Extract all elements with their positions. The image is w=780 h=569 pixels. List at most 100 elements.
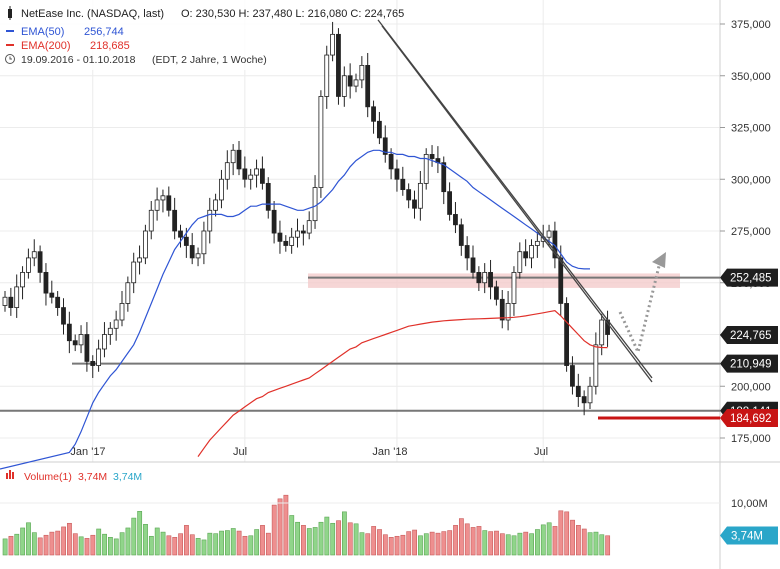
volume-bar — [418, 535, 423, 556]
volume-bar — [511, 535, 517, 556]
period-note: (EDT, 2 Jahre, 1 Woche) — [152, 54, 267, 66]
candle — [511, 266, 517, 316]
volume-bar — [406, 531, 412, 556]
price-tag-label: 224,765 — [730, 330, 772, 342]
ema50-legend-label: EMA(50) — [21, 26, 64, 38]
volume-bar — [482, 530, 488, 556]
candle-body — [394, 168, 400, 180]
candle-body — [341, 75, 347, 97]
candle-body — [371, 106, 376, 122]
volume-bar — [260, 525, 265, 556]
candle-body — [107, 327, 113, 335]
candle — [148, 200, 154, 240]
volume-value-1: 3,74M — [78, 471, 107, 483]
candle-body — [72, 340, 78, 346]
x-tick-label: Jul — [534, 446, 548, 458]
price-tag: 210,949 — [720, 354, 778, 373]
candle — [8, 287, 14, 316]
volume-bar — [148, 535, 154, 556]
candle — [306, 211, 312, 240]
ohlc-values: O: 230,530 H: 237,480 L: 216,080 C: 224,… — [181, 8, 404, 20]
price-tag-box — [720, 325, 778, 344]
volume-bar — [236, 530, 242, 556]
volume-bar — [49, 531, 55, 556]
volume-bar — [137, 511, 143, 556]
candle-body — [534, 240, 540, 246]
candle-body — [593, 344, 599, 387]
volume-bar — [529, 533, 534, 556]
volume-bar — [558, 510, 564, 556]
x-tick-label: Jul — [233, 446, 247, 458]
candle — [90, 355, 96, 378]
candle — [593, 332, 599, 395]
candle — [166, 186, 172, 217]
candle-body — [476, 271, 482, 284]
candle — [347, 63, 353, 99]
candle-body — [300, 230, 306, 234]
candle — [581, 390, 587, 416]
volume-bar — [90, 534, 96, 556]
volume-bar — [184, 525, 189, 556]
candle — [160, 189, 166, 213]
candle — [453, 202, 458, 234]
clock-icon — [5, 54, 15, 64]
volume-bar — [195, 538, 201, 556]
candle — [493, 280, 499, 306]
volume-bar — [347, 522, 353, 556]
volume-bar — [371, 526, 377, 556]
volume-bar — [172, 537, 178, 556]
volume-bar — [447, 530, 453, 556]
candle — [376, 111, 382, 145]
volume-bar — [289, 515, 295, 556]
volume-bar — [166, 535, 172, 556]
horizontal-levels — [0, 276, 720, 420]
candle — [447, 182, 453, 221]
y-tick-label: 325,000 — [731, 123, 771, 135]
volume-bar — [593, 531, 599, 556]
candle — [476, 266, 482, 292]
volume-bar — [84, 538, 90, 556]
volume-bar — [96, 528, 102, 556]
candle-body — [464, 245, 470, 259]
volume-bar — [143, 524, 148, 556]
candle-body — [295, 230, 300, 238]
candle-body — [2, 296, 8, 306]
volume-bar — [213, 533, 219, 556]
candle-body — [213, 199, 219, 211]
candle-body — [25, 257, 31, 273]
volume-bar — [37, 537, 43, 556]
candle-body — [31, 251, 37, 259]
candle — [599, 313, 605, 356]
candle — [505, 291, 511, 331]
candle-body — [453, 214, 458, 226]
volume-bar — [476, 526, 482, 556]
candle — [499, 289, 505, 329]
candle-body — [458, 224, 464, 246]
candle — [283, 235, 289, 252]
x-tick-label: Jan '18 — [372, 446, 407, 458]
period-range: 19.09.2016 - 01.10.2018 — [21, 54, 136, 66]
candle — [178, 224, 183, 248]
volume-bar — [271, 504, 277, 556]
volume-value-2: 3,74M — [113, 471, 142, 483]
volume-bar — [412, 529, 417, 556]
volume-bar — [108, 537, 113, 556]
candle — [394, 159, 400, 192]
candle — [534, 232, 540, 258]
candle — [458, 218, 464, 256]
volume-bar — [201, 539, 207, 556]
candle — [2, 291, 8, 312]
candle-body — [511, 271, 517, 304]
candle — [259, 156, 265, 190]
volume-bar — [523, 531, 529, 556]
volume-icon-bar-2 — [9, 470, 11, 479]
volume-bar — [505, 534, 511, 556]
volume-bar — [207, 532, 213, 556]
volume-bar — [552, 526, 558, 556]
volume-bar — [324, 516, 330, 556]
candle-body — [125, 282, 131, 304]
candle-body — [160, 195, 166, 201]
candle — [336, 28, 341, 105]
candle — [295, 218, 300, 248]
